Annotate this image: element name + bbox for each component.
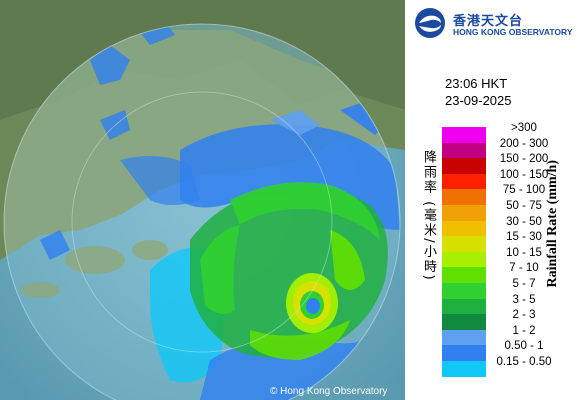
- legend-label: 200 - 300: [499, 137, 549, 150]
- hko-emblem-icon: [415, 8, 445, 38]
- legend-label: 1 - 2: [512, 324, 536, 337]
- legend-swatch: [442, 267, 486, 283]
- range-ring-outer: [3, 23, 401, 400]
- legend-swatch: [442, 127, 486, 143]
- legend-swatch: [442, 314, 486, 330]
- legend-label: 0.50 - 1: [504, 340, 544, 353]
- legend-swatch: [442, 189, 486, 205]
- island: [132, 240, 168, 260]
- legend-swatch: [442, 283, 486, 299]
- legend-label: 2 - 3: [512, 309, 536, 322]
- legend-label: 30 - 50: [506, 215, 542, 228]
- island: [65, 246, 125, 274]
- legend-title-en: Rainfall Rate (mm/h): [545, 160, 560, 288]
- legend-label: 150 - 200: [499, 153, 549, 166]
- timestamp-time: 23:06 HKT: [445, 76, 508, 91]
- rain-moderate: [190, 182, 388, 360]
- legend-swatch: [442, 158, 486, 174]
- legend-swatch: [442, 361, 486, 377]
- legend-swatch: [442, 329, 486, 346]
- legend-swatch: [442, 236, 486, 252]
- timestamp-date: 23-09-2025: [445, 93, 512, 108]
- legend-panel: 香港天文台 HONG KONG OBSERVATORY 23:06 HKT 23…: [405, 0, 577, 400]
- legend-swatch: [442, 251, 486, 268]
- legend-label: 5 - 7: [512, 278, 536, 290]
- legend-label: 50 - 75: [506, 200, 542, 212]
- org-name-en: HONG KONG OBSERVATORY: [453, 27, 573, 37]
- legend-swatch: [442, 298, 486, 315]
- hko-logo: 香港天文台 HONG KONG OBSERVATORY: [413, 6, 573, 40]
- legend-swatch: [442, 205, 486, 221]
- typhoon-eye: [286, 273, 338, 333]
- org-name-cn: 香港天文台: [453, 14, 524, 29]
- copyright-text: © Hong Kong Observatory: [270, 386, 387, 397]
- range-ring-inner: [71, 91, 333, 353]
- legend-swatch: [442, 173, 486, 190]
- island: [20, 282, 60, 298]
- legend-label: 75 - 100: [502, 184, 546, 197]
- legend-label: >300: [511, 122, 537, 134]
- legend-label: 100 - 150: [499, 168, 549, 181]
- legend-label: 15 - 30: [506, 231, 542, 244]
- legend-swatch: [442, 142, 486, 159]
- legend-label: 0.15 - 0.50: [496, 356, 552, 368]
- legend-swatch: [442, 220, 486, 237]
- legend-title-cn: 降雨率 (毫米/小時): [421, 150, 436, 282]
- legend-label: 3 - 5: [512, 293, 536, 306]
- legend-label: 7 - 10: [509, 262, 539, 275]
- legend-swatch: [442, 345, 486, 361]
- legend-label: 10 - 15: [506, 246, 542, 259]
- radar-map: © Hong Kong Observatory: [0, 0, 405, 400]
